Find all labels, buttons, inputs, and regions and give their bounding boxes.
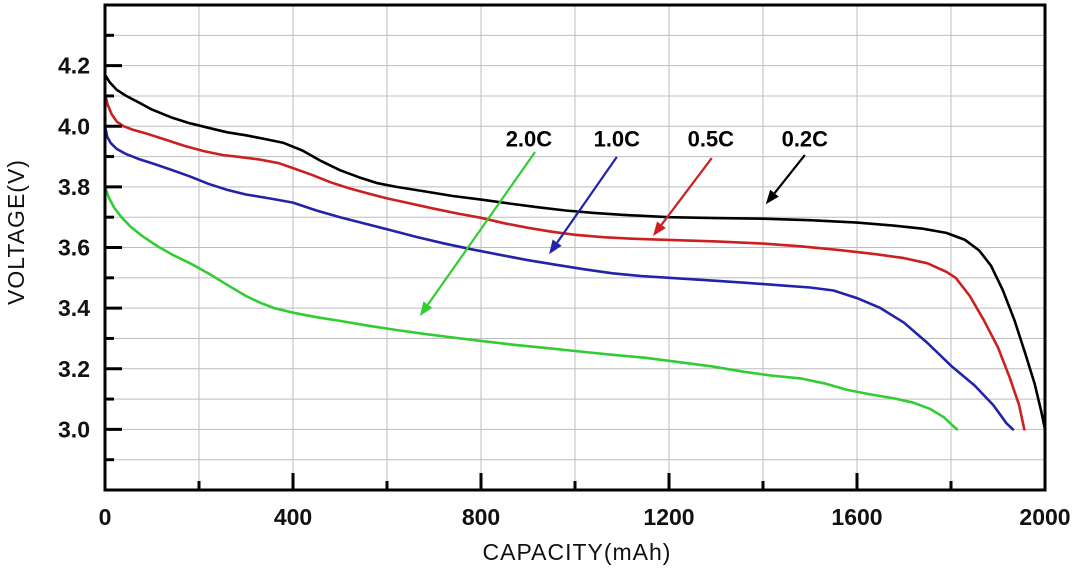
x-axis-title: CAPACITY(mAh)	[483, 539, 672, 565]
y-tick-label: 3.4	[58, 295, 90, 321]
y-tick-label: 3.6	[58, 235, 90, 261]
y-tick-label: 3.0	[58, 416, 90, 442]
annotation-arrowhead-0.2C	[765, 189, 779, 205]
y-tick-label: 3.2	[58, 356, 90, 382]
x-tick-label: 400	[274, 504, 312, 530]
annotation-arrow-0.2C	[773, 154, 806, 194]
curve-1.0C	[103, 125, 1015, 431]
x-tick-label: 2000	[1019, 504, 1070, 530]
y-axis-title: VOLTAGE(V)	[3, 159, 29, 305]
plot-area: 0 400 800 1200 1600 2000 3.0 3.2 3.4 3.6 3.8 4.0 4.2…	[58, 3, 1071, 530]
curve-0.2C	[103, 73, 1047, 431]
curve-annotation-label-2.0C: 2.0C	[506, 126, 553, 151]
annotation-arrowhead-0.5C	[653, 221, 666, 236]
annotation-arrow-2.0C	[427, 151, 536, 306]
curve-2.0C	[103, 185, 959, 431]
x-tick-label: 0	[99, 504, 112, 530]
annotation-arrowhead-2.0C	[419, 301, 433, 316]
curve-annotation-label-1.0C: 1.0C	[594, 126, 641, 151]
x-tick-label: 1200	[643, 504, 694, 530]
annotation-arrow-1.0C	[556, 156, 618, 244]
x-tick-label: 1600	[831, 504, 882, 530]
y-tick-label: 3.8	[58, 174, 90, 200]
annotation-arrow-0.5C	[660, 157, 713, 226]
y-tick-label: 4.2	[58, 53, 90, 79]
curve-annotation-label-0.2C: 0.2C	[782, 126, 829, 151]
annotation-arrowhead-1.0C	[549, 239, 562, 255]
curve-annotation-label-0.5C: 0.5C	[688, 126, 735, 151]
curve-0.5C	[103, 93, 1026, 431]
x-tick-label: 800	[462, 504, 500, 530]
y-tick-label: 4.0	[58, 113, 90, 139]
